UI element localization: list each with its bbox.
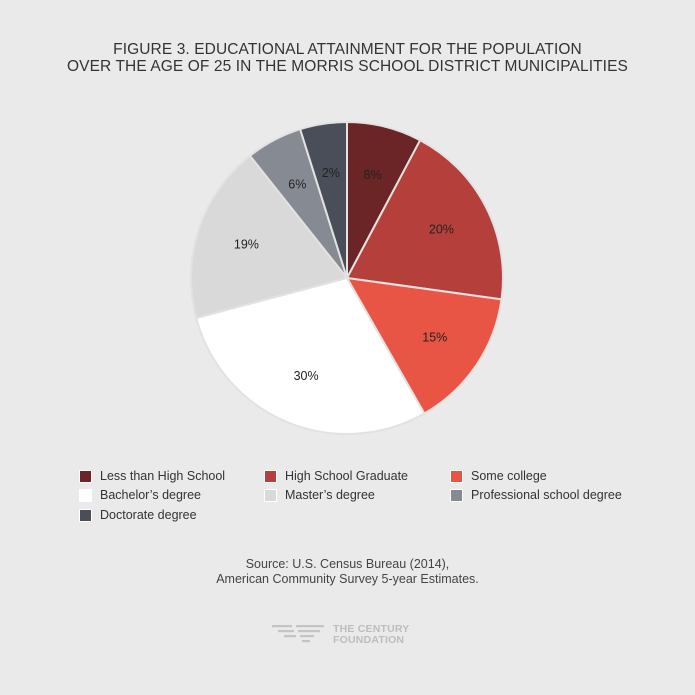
chart-title-line-1: FIGURE 3. EDUCATIONAL ATTAINMENT FOR THE… [113, 41, 582, 58]
legend-swatch [264, 469, 277, 483]
legend-label: High School Graduate [285, 469, 408, 483]
source-line-1: Source: U.S. Census Bureau (2014), [245, 557, 450, 571]
legend-item-less-than-high-school: Less than High School [79, 468, 225, 484]
legend-label: Less than High School [100, 469, 226, 483]
logo-text-line-1: THE CENTURY [333, 623, 410, 635]
legend-label: Doctorate degree [100, 508, 197, 522]
legend-swatch [79, 508, 92, 522]
legend-item-master-s-degree: Master’s degree [264, 487, 375, 503]
pie-label-less-than-high-school: 8% [364, 168, 382, 182]
legend-swatch [450, 488, 463, 502]
legend-swatch [79, 488, 92, 502]
source-note: Source: U.S. Census Bureau (2014), Ameri… [0, 557, 695, 587]
legend-swatch [450, 469, 463, 483]
legend-swatch [264, 488, 277, 502]
pie-label-professional-school-degree: 6% [288, 177, 306, 191]
pie-slice-doctorate-degree [299, 121, 348, 279]
century-foundation-logo: THE CENTURY FOUNDATION [272, 622, 432, 648]
pie-slice-high-school-graduate [346, 139, 504, 301]
legend-item-high-school-graduate: High School Graduate [264, 468, 408, 484]
pie-label-master-s-degree: 19% [234, 238, 259, 252]
logo-text-line-2: FOUNDATION [333, 634, 405, 646]
logo-text: THE CENTURY FOUNDATION [333, 624, 409, 646]
pie-label-some-college: 15% [422, 330, 447, 344]
legend-item-some-college: Some college [450, 468, 547, 484]
pie-slice-bachelor-s-degree [195, 277, 426, 435]
legend-label: Some college [471, 469, 547, 483]
logo-mark-icon [272, 625, 324, 643]
legend-item-bachelor-s-degree: Bachelor’s degree [79, 487, 201, 503]
legend-label: Bachelor’s degree [100, 488, 201, 502]
pie-slice-master-s-degree [189, 154, 348, 319]
source-line-2: American Community Survey 5-year Estimat… [216, 572, 479, 586]
legend-label: Master’s degree [285, 488, 375, 502]
legend-item-doctorate-degree: Doctorate degree [79, 507, 197, 523]
chart-title: FIGURE 3. EDUCATIONAL ATTAINMENT FOR THE… [0, 41, 695, 75]
pie-label-high-school-graduate: 20% [429, 223, 454, 237]
chart-title-line-2: OVER THE AGE OF 25 IN THE MORRIS SCHOOL … [67, 58, 628, 75]
legend-item-professional-school-degree: Professional school degree [450, 487, 622, 503]
legend-label: Professional school degree [471, 488, 622, 502]
pie-label-bachelor-s-degree: 30% [294, 369, 319, 383]
pie-slice-some-college [346, 277, 503, 415]
legend-swatch [79, 469, 92, 483]
pie-label-doctorate-degree: 2% [322, 166, 340, 180]
